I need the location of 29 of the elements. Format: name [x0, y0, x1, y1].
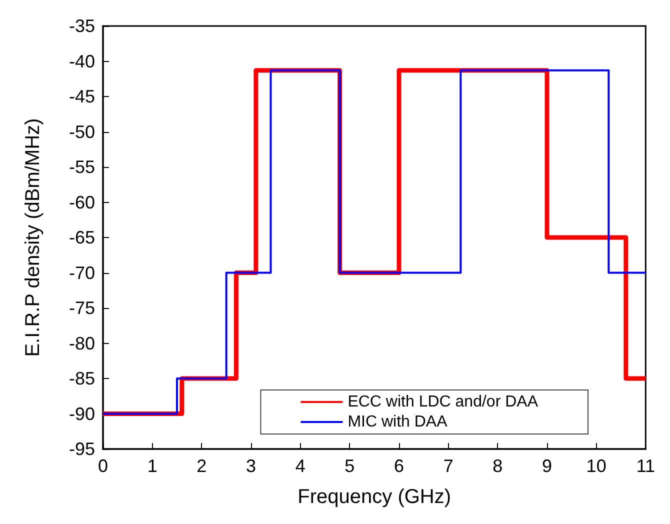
x-tick-label: 2 [196, 456, 207, 476]
x-tick-label: 4 [295, 456, 306, 476]
x-tick-label: 9 [542, 456, 552, 476]
legend-label: ECC with LDC and/or DAA [348, 394, 538, 410]
x-tick-label: 0 [98, 456, 108, 476]
y-tick-label: -80 [68, 333, 95, 354]
x-tick-label: 11 [636, 456, 655, 476]
y-axis-title: E.I.R.P density (dBm/MHz) [22, 118, 44, 357]
x-tick-label: 3 [246, 456, 256, 476]
legend-label: MIC with DAA [348, 414, 448, 430]
y-tick-label: -35 [68, 16, 95, 36]
y-tick-label: -50 [68, 122, 95, 142]
x-tick-label: 7 [443, 456, 454, 476]
y-tick-label: -90 [68, 404, 95, 424]
x-tick-label: 6 [394, 456, 404, 476]
y-tick-label: -70 [68, 262, 95, 283]
x-tick-label: 5 [344, 456, 355, 476]
y-tick-label: -60 [68, 192, 95, 212]
x-axis-title: Frequency (GHz) [298, 486, 452, 508]
y-tick-label: -85 [68, 368, 95, 388]
y-tick-label: -40 [68, 51, 95, 72]
y-tick-label: -95 [68, 439, 95, 459]
y-tick-label: -55 [68, 157, 95, 177]
x-tick-label: 8 [492, 456, 503, 476]
x-tick-label: 10 [586, 456, 606, 476]
x-tick-label: 1 [147, 456, 158, 476]
y-tick-label: -75 [68, 298, 95, 318]
y-tick-label: -65 [68, 228, 95, 248]
y-tick-label: -45 [68, 86, 95, 106]
